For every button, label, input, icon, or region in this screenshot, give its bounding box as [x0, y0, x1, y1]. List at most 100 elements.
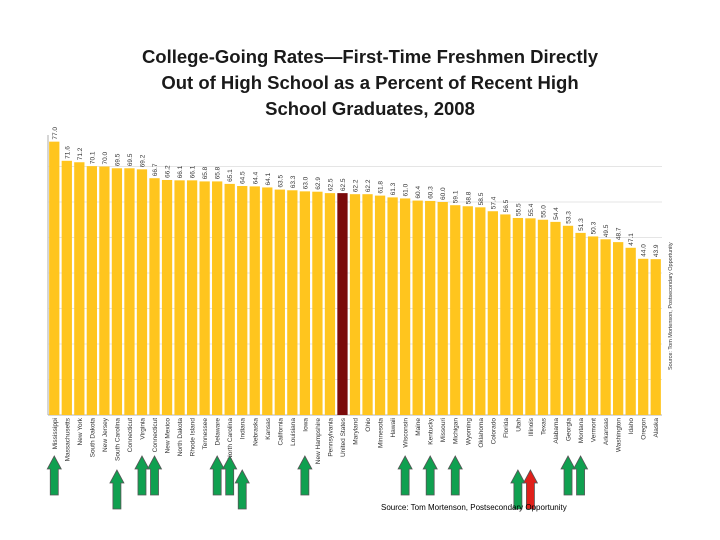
bar-value-label-8: 66.7: [152, 163, 159, 176]
bar-32: [450, 205, 461, 415]
bar-26: [374, 195, 386, 415]
bar-42: [575, 232, 586, 415]
category-label-9: New Mexico: [165, 418, 172, 454]
bar-14: [224, 183, 235, 415]
bar-value-label-7: 69.2: [139, 154, 146, 167]
side-source-note: Source: Tom Mortenson, Postsecondary Opp…: [668, 242, 674, 370]
bar-value-label-6: 69.5: [127, 153, 134, 166]
bar-41: [562, 225, 574, 415]
category-label-26: Minnesota: [378, 418, 385, 448]
bar-29: [412, 200, 423, 415]
bar-value-label-22: 62.5: [327, 178, 334, 191]
bar-37: [512, 217, 524, 415]
marker-arrow-green-7: [297, 455, 313, 496]
bar-value-label-46: 47.1: [628, 233, 635, 246]
bar-12: [199, 181, 210, 415]
bar-value-label-15: 64.5: [240, 171, 247, 184]
title-line-3: School Graduates, 2008: [265, 98, 475, 119]
bar-value-label-42: 51.3: [578, 218, 585, 231]
category-label-4: New Jersey: [102, 417, 109, 452]
category-label-22: Pennsylvania: [327, 418, 334, 457]
bar-value-label-24: 62.2: [353, 179, 360, 192]
category-label-35: Colorado: [490, 418, 497, 445]
bar-value-label-17: 64.1: [265, 172, 272, 185]
bar-value-label-29: 60.4: [415, 186, 422, 199]
bar-7: [136, 169, 148, 415]
bar-value-label-13: 65.8: [215, 166, 222, 179]
bar-23: [337, 193, 348, 415]
bar-value-label-45: 48.7: [616, 227, 623, 240]
bar-24: [349, 194, 361, 415]
bar-48: [650, 259, 661, 415]
category-label-23: United States: [340, 417, 347, 457]
category-label-39: Texas: [540, 417, 547, 435]
bar-value-label-26: 61.8: [378, 181, 385, 194]
marker-arrow-green-5: [222, 455, 238, 496]
bar-44: [600, 239, 611, 415]
bar-19: [287, 190, 298, 415]
bar-value-label-39: 55.0: [540, 205, 547, 218]
bar-27: [387, 197, 398, 415]
bar-value-label-27: 61.3: [390, 182, 397, 195]
bar-47: [638, 258, 649, 415]
category-label-18: California: [277, 418, 284, 446]
bar-35: [487, 211, 498, 415]
category-label-48: Alaska: [653, 418, 660, 438]
bar-value-label-25: 62.2: [365, 179, 372, 192]
category-label-20: Iowa: [302, 418, 309, 432]
bar-25: [362, 194, 373, 415]
bar-value-label-31: 60.0: [440, 187, 447, 200]
bar-30: [425, 200, 436, 415]
bar-46: [625, 247, 636, 415]
chart-title: College-Going Rates—First-Time Freshmen …: [20, 44, 720, 122]
category-label-40: Alabama: [553, 418, 560, 444]
bar-value-label-16: 64.4: [252, 171, 259, 184]
category-label-12: Tennessee: [202, 418, 209, 450]
category-label-29: Maine: [415, 418, 422, 436]
category-label-43: Vermont: [591, 418, 598, 442]
bar-20: [299, 191, 311, 415]
marker-arrow-green-0: [46, 455, 62, 496]
category-label-14: North Carolina: [227, 418, 234, 460]
category-label-19: Louisiana: [290, 418, 297, 446]
bar-10: [174, 180, 185, 415]
category-label-25: Ohio: [365, 418, 372, 432]
bar-value-label-34: 58.5: [478, 192, 485, 205]
bar-1: [61, 160, 72, 415]
bar-36: [500, 214, 511, 415]
bar-value-label-14: 65.1: [227, 169, 234, 182]
category-label-3: South Dakota: [89, 418, 96, 458]
bar-value-label-32: 59.1: [453, 190, 460, 203]
bar-16: [249, 186, 260, 415]
category-label-2: New York: [77, 417, 84, 445]
bar-2: [74, 162, 85, 415]
category-label-33: Wyoming: [465, 418, 472, 445]
bar-5: [111, 168, 123, 415]
bar-value-label-40: 54.4: [553, 207, 560, 220]
bar-11: [186, 180, 198, 415]
marker-arrow-green-1: [109, 469, 125, 510]
bar-value-label-33: 58.8: [465, 191, 472, 204]
category-label-15: Indiana: [240, 418, 247, 440]
bar-15: [237, 186, 248, 415]
marker-arrow-green-8: [397, 455, 413, 496]
bar-13: [212, 181, 223, 415]
bar-17: [262, 187, 273, 415]
bar-value-label-28: 61.0: [403, 183, 410, 196]
category-label-7: Virginia: [139, 418, 146, 440]
bar-value-label-18: 63.5: [277, 175, 284, 188]
category-label-24: Maryland: [353, 418, 360, 445]
bar-value-label-12: 65.8: [202, 166, 209, 179]
bar-value-label-5: 69.5: [114, 153, 121, 166]
category-label-31: Missouri: [440, 418, 447, 442]
bar-18: [274, 189, 285, 415]
bar-value-label-9: 66.2: [165, 165, 172, 178]
title-line-1: College-Going Rates—First-Time Freshmen …: [141, 46, 599, 67]
title-line-2: Out of High School as a Percent of Recen…: [161, 72, 579, 93]
bar-38: [525, 218, 536, 415]
bar-40: [550, 221, 561, 415]
bar-33: [462, 206, 473, 415]
bar-34: [475, 207, 486, 415]
bar-value-label-1: 71.6: [64, 146, 71, 159]
